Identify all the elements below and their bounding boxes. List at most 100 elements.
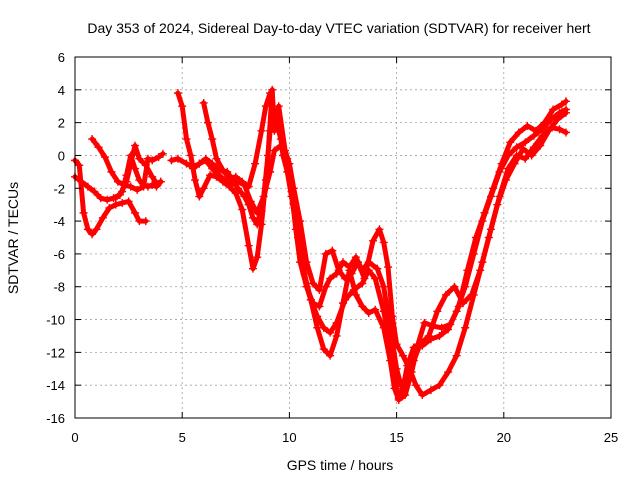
data-point (173, 89, 182, 98)
y-tick-label: -4 (53, 214, 65, 229)
data-point (512, 143, 521, 152)
data-point (561, 108, 570, 117)
chart-title: Day 353 of 2024, Sidereal Day-to-day VTE… (87, 20, 590, 36)
plot-frame (74, 56, 612, 419)
series-line-1 (72, 157, 149, 237)
data-point (315, 302, 324, 311)
data-point (471, 233, 480, 242)
data-point (212, 154, 221, 163)
y-tick-label: 2 (58, 116, 65, 131)
data-point (328, 246, 337, 255)
data-point (83, 182, 92, 191)
data-point (358, 302, 367, 311)
data-point (195, 159, 204, 168)
data-point (326, 328, 335, 337)
data-point (426, 386, 435, 395)
data-point (118, 187, 127, 196)
series-line-6 (175, 90, 569, 403)
data-point (467, 290, 476, 299)
data-point (122, 171, 131, 180)
data-point (90, 187, 99, 196)
data-point (296, 241, 305, 250)
data-point (199, 184, 208, 193)
x-axis-label: GPS time / hours (287, 457, 394, 473)
data-point (514, 128, 523, 137)
data-point (283, 154, 292, 163)
data-point (248, 264, 257, 273)
data-point (308, 299, 317, 308)
data-point (238, 205, 247, 214)
data-point (315, 286, 324, 295)
data-point (75, 161, 84, 170)
data-point (392, 364, 401, 373)
x-tick-label: 20 (497, 430, 511, 445)
data-point (126, 151, 135, 160)
data-point (113, 177, 122, 186)
data-point (555, 125, 564, 134)
data-point (214, 171, 223, 180)
data-point (529, 131, 538, 140)
data-point (326, 274, 335, 283)
data-point (178, 102, 187, 111)
data-point (238, 177, 247, 186)
data-point (263, 151, 272, 160)
data-point (253, 253, 262, 262)
data-series (71, 85, 570, 404)
data-point (148, 156, 157, 165)
data-point (461, 323, 470, 332)
data-point (459, 299, 468, 308)
data-point (510, 159, 519, 168)
data-point (373, 264, 382, 273)
data-point (437, 323, 446, 332)
data-point (259, 192, 268, 201)
data-point (364, 308, 373, 317)
x-tick-label: 25 (604, 430, 618, 445)
data-point (561, 128, 570, 137)
data-point (420, 318, 429, 327)
data-point (394, 395, 403, 404)
data-point (182, 159, 191, 168)
data-point (519, 144, 528, 153)
data-point (332, 331, 341, 340)
data-point (105, 203, 114, 212)
data-point (476, 266, 485, 275)
axis-ticks: 0 5 10 15 20 25 -16 -14 -12 -10 -8 -6 -4 -2 0 2 4 6 (46, 50, 618, 445)
x-tick-label: 5 (179, 430, 186, 445)
data-point (319, 345, 328, 354)
data-point (396, 381, 405, 390)
data-point (399, 351, 408, 360)
data-point (540, 118, 549, 127)
data-point (371, 274, 380, 283)
data-point (131, 164, 140, 173)
data-point (276, 135, 285, 144)
data-point (148, 180, 157, 189)
data-point (225, 174, 234, 183)
data-point (261, 102, 270, 111)
data-point (345, 263, 354, 272)
y-tick-label: 4 (58, 83, 65, 98)
y-tick-label: 0 (58, 148, 65, 163)
data-point (274, 102, 283, 111)
data-point (208, 135, 217, 144)
data-point (201, 156, 210, 165)
data-point (409, 356, 418, 365)
data-point (143, 182, 152, 191)
data-point (244, 241, 253, 250)
y-tick-label: -6 (53, 247, 65, 262)
grid-lines (75, 57, 611, 418)
data-point (191, 176, 200, 185)
data-point (435, 331, 444, 340)
data-point (251, 159, 260, 168)
data-point (79, 208, 88, 217)
y-tick-label: -10 (46, 313, 65, 328)
series-markers-8 (199, 89, 570, 390)
data-point (199, 98, 208, 107)
data-point (92, 225, 101, 234)
data-point (339, 299, 347, 308)
data-point (135, 176, 144, 185)
data-point (152, 182, 161, 191)
data-point (133, 185, 142, 194)
data-point (131, 141, 140, 150)
y-tick-label: -2 (53, 181, 65, 196)
